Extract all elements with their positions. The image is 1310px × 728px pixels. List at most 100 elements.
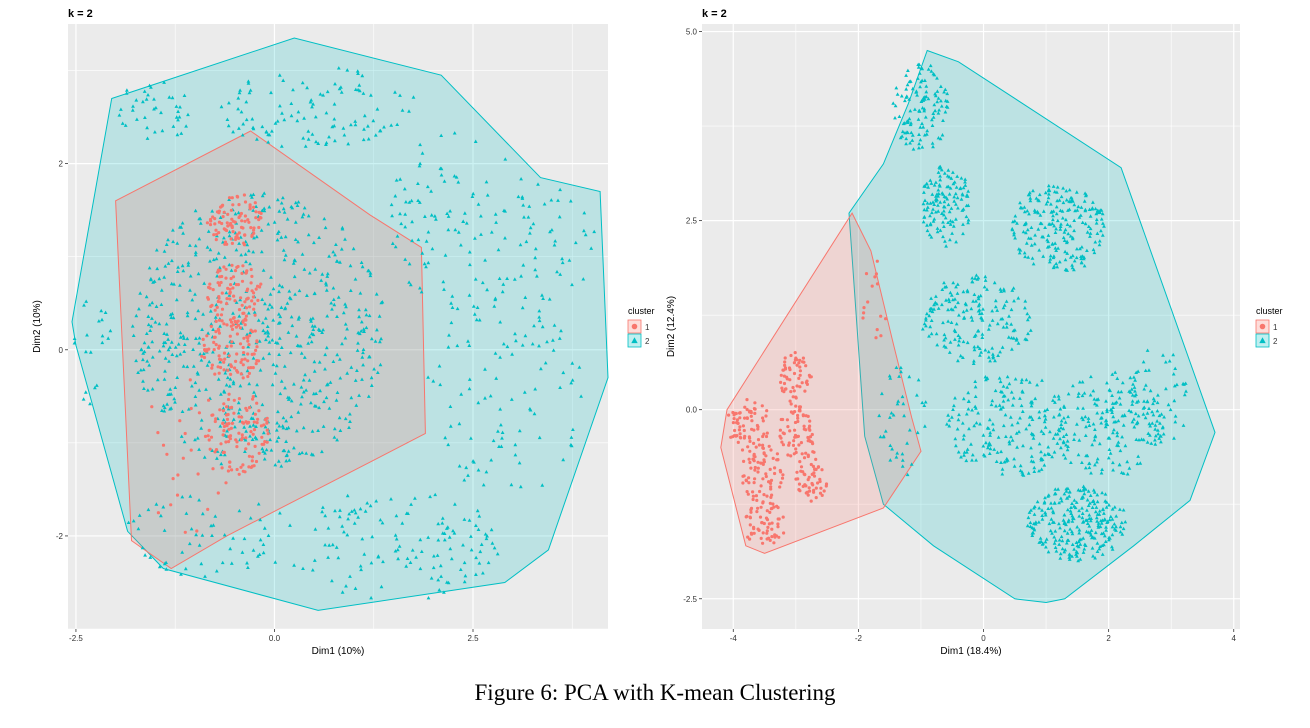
point	[943, 87, 948, 91]
point	[234, 283, 238, 287]
point	[288, 523, 292, 527]
point	[1100, 410, 1105, 415]
point	[251, 192, 256, 196]
point	[238, 88, 242, 92]
point	[990, 318, 995, 322]
point	[215, 305, 219, 309]
point	[798, 358, 802, 362]
point	[940, 133, 945, 137]
point	[1029, 243, 1034, 247]
point	[799, 441, 804, 445]
point	[1010, 227, 1015, 232]
point	[1095, 460, 1099, 464]
point	[419, 290, 424, 294]
point	[1148, 388, 1153, 393]
point	[240, 133, 245, 137]
point	[1117, 396, 1122, 400]
point	[1047, 259, 1052, 264]
point	[1092, 438, 1097, 442]
point	[1111, 468, 1115, 472]
point	[1024, 230, 1028, 235]
point	[1098, 208, 1103, 212]
point	[340, 341, 344, 346]
point	[338, 376, 343, 380]
point	[942, 199, 947, 204]
point	[281, 78, 286, 82]
point	[1064, 240, 1069, 245]
point	[452, 531, 457, 535]
point	[922, 190, 926, 194]
point	[997, 376, 1002, 380]
point	[813, 467, 817, 471]
point	[923, 198, 927, 202]
point	[1001, 405, 1005, 409]
point	[288, 295, 292, 300]
point	[327, 135, 331, 139]
point	[230, 468, 234, 472]
point	[119, 107, 123, 111]
point	[1012, 230, 1016, 235]
point	[747, 435, 752, 439]
point	[210, 209, 215, 213]
point	[106, 336, 111, 340]
point	[1072, 228, 1076, 233]
point	[260, 435, 264, 439]
point	[393, 244, 398, 249]
point	[424, 264, 428, 269]
point	[548, 229, 552, 234]
point	[222, 424, 226, 429]
point	[1133, 411, 1138, 416]
point	[379, 300, 384, 305]
point	[941, 234, 945, 239]
point	[263, 440, 267, 444]
point	[227, 354, 231, 358]
point	[1114, 524, 1118, 529]
point	[1061, 186, 1065, 190]
point	[165, 452, 169, 456]
point	[191, 347, 195, 351]
point	[237, 126, 241, 130]
point	[861, 316, 865, 320]
point	[1053, 545, 1058, 549]
point	[436, 578, 441, 582]
point	[1136, 399, 1141, 403]
point	[772, 541, 776, 545]
point	[769, 448, 773, 452]
point	[389, 123, 394, 127]
point	[251, 432, 255, 436]
point	[311, 316, 315, 320]
point	[904, 94, 909, 98]
point	[928, 308, 933, 313]
point	[773, 466, 777, 470]
point	[1091, 488, 1096, 492]
point	[271, 318, 276, 322]
point	[379, 336, 383, 341]
point	[1097, 441, 1102, 446]
point	[1100, 543, 1105, 547]
point	[1079, 205, 1084, 209]
point	[1064, 541, 1069, 545]
point	[1111, 405, 1115, 409]
point	[920, 106, 925, 110]
point	[999, 449, 1003, 454]
point	[1033, 522, 1038, 526]
point	[255, 421, 259, 425]
point	[131, 333, 136, 337]
point	[740, 448, 745, 452]
point	[233, 299, 237, 303]
point	[278, 314, 283, 319]
point	[759, 484, 763, 488]
point	[367, 354, 372, 359]
point	[924, 182, 929, 186]
point	[801, 484, 805, 488]
point	[814, 496, 818, 500]
point	[939, 104, 944, 108]
point	[542, 202, 547, 206]
point	[441, 279, 446, 284]
point	[503, 236, 507, 240]
point	[205, 334, 209, 338]
point	[382, 125, 386, 129]
point	[1042, 463, 1047, 467]
point	[279, 201, 284, 205]
point	[753, 468, 757, 472]
